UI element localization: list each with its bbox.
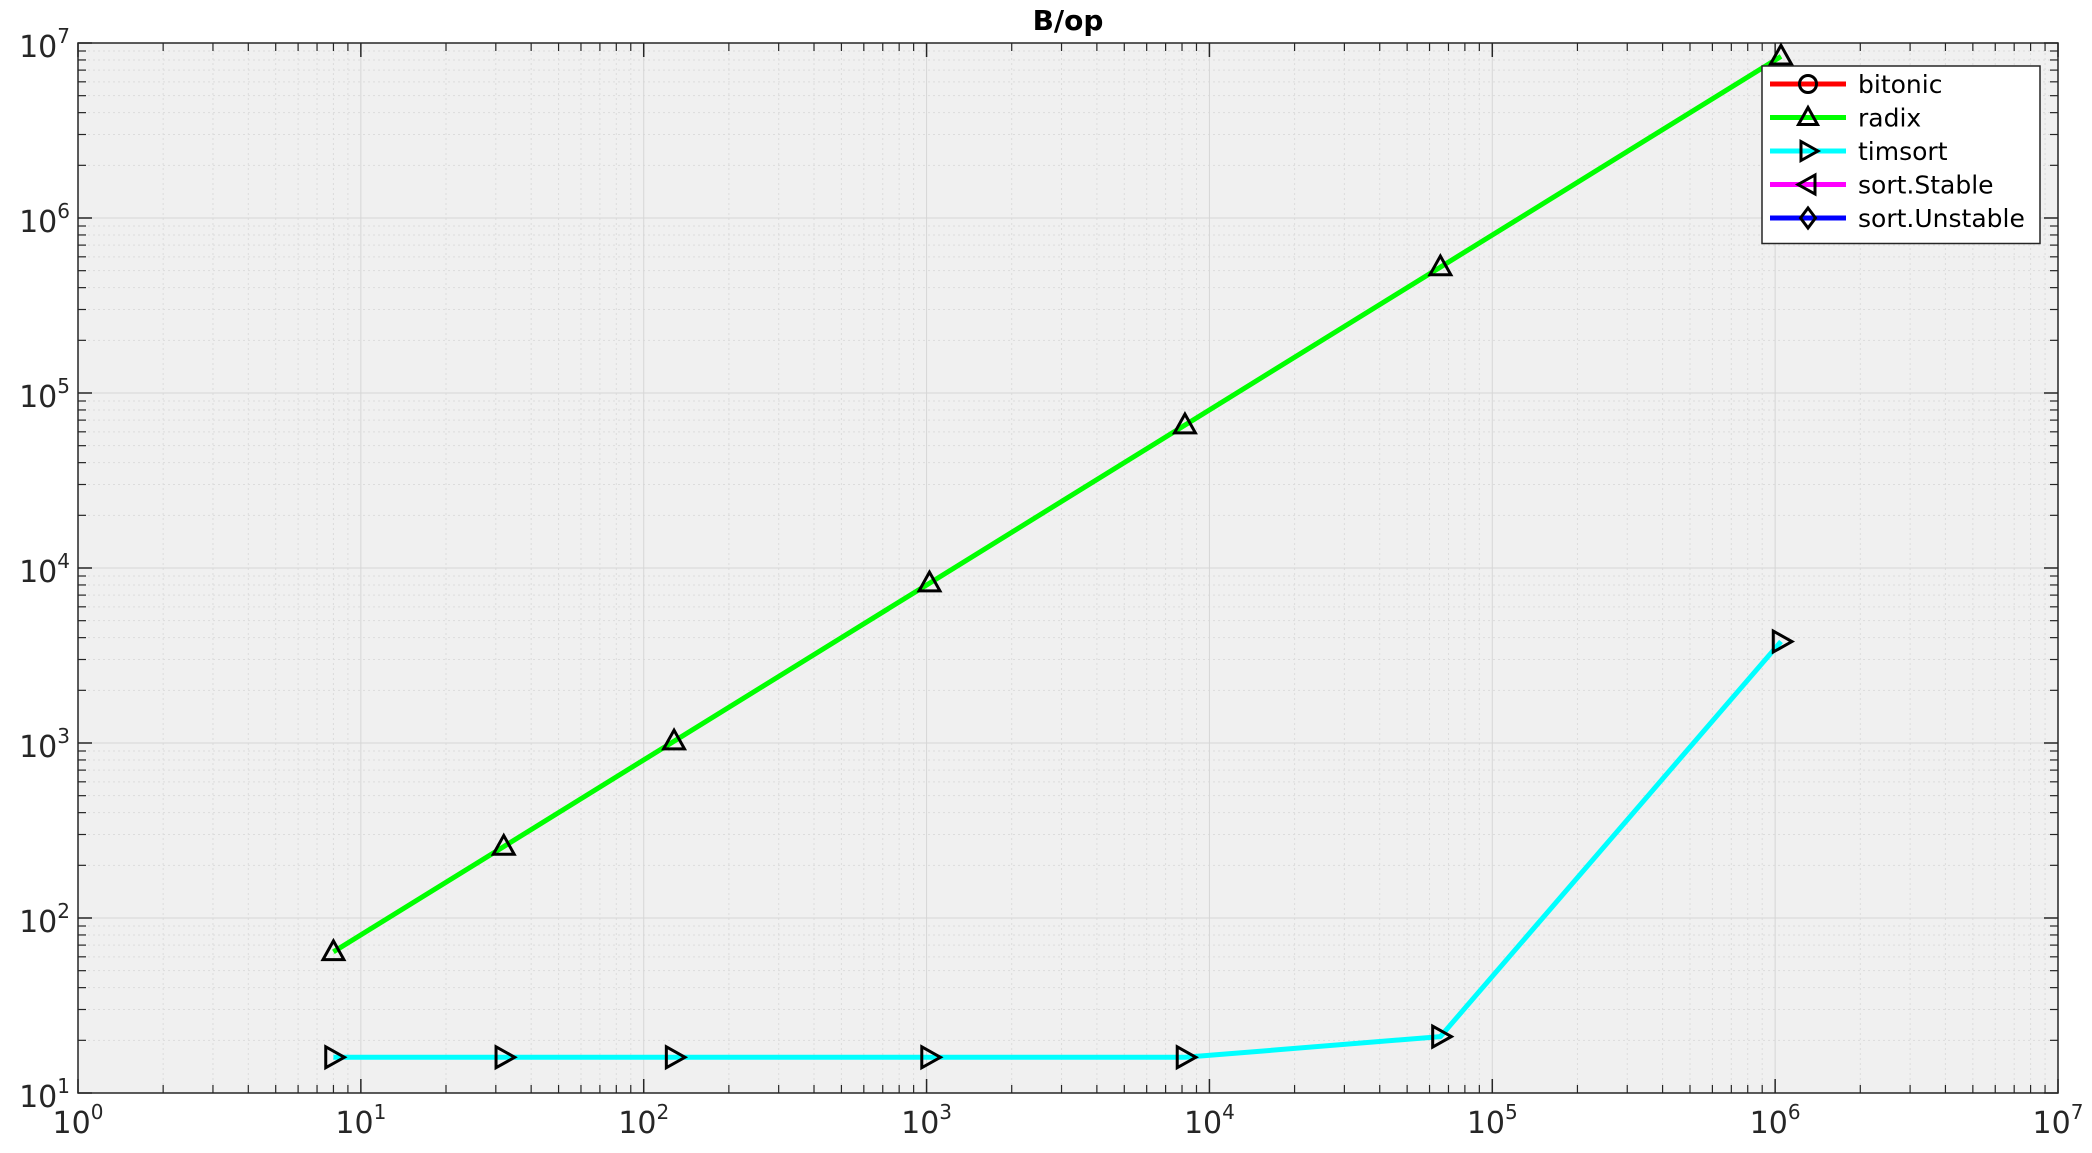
x-tick-exponent: 7 bbox=[2071, 1100, 2084, 1124]
y-tick-base: 10 bbox=[19, 1080, 57, 1115]
series-line bbox=[332, 54, 1783, 955]
data-point-marker bbox=[494, 1044, 518, 1071]
y-tick-exponent: 2 bbox=[57, 899, 70, 923]
y-tick-label: 102 bbox=[19, 899, 70, 940]
series-line bbox=[333, 639, 1783, 1060]
series-group bbox=[320, 42, 1796, 1071]
y-tick-base: 10 bbox=[19, 30, 57, 65]
legend-marker bbox=[1794, 172, 1817, 197]
legend-label: radix bbox=[1858, 104, 1921, 133]
legend-label: sort.Unstable bbox=[1858, 204, 2025, 233]
x-tick-label: 107 bbox=[2033, 1100, 2084, 1141]
y-tick-base: 10 bbox=[19, 730, 57, 765]
x-tick-exponent: 5 bbox=[1505, 1100, 1518, 1124]
legend: bitonic radix timsort sort.Stable sort.Unsta… bbox=[1761, 65, 2041, 245]
legend-item: bitonic bbox=[1770, 70, 1942, 99]
y-tick-label: 101 bbox=[19, 1074, 70, 1115]
data-point-marker bbox=[916, 569, 943, 593]
y-tick-base: 10 bbox=[19, 380, 57, 415]
y-tick-label: 107 bbox=[19, 24, 70, 65]
y-tick-exponent: 3 bbox=[57, 724, 70, 748]
x-tick-exponent: 0 bbox=[91, 1100, 104, 1124]
x-tick-exponent: 6 bbox=[1788, 1100, 1801, 1124]
plot-border bbox=[77, 42, 2059, 1094]
y-tick-exponent: 7 bbox=[57, 24, 70, 48]
x-tick-label: 105 bbox=[1467, 1100, 1518, 1141]
legend-item: sort.Stable bbox=[1770, 171, 1994, 200]
legend-marker bbox=[1798, 205, 1818, 231]
y-tick-base: 10 bbox=[19, 205, 57, 240]
x-tick-label: 106 bbox=[1750, 1100, 1801, 1141]
x-tick-label: 103 bbox=[901, 1100, 952, 1141]
data-point-marker bbox=[661, 727, 688, 751]
x-tick-label: 104 bbox=[1184, 1100, 1235, 1141]
y-tick-exponent: 1 bbox=[57, 1074, 70, 1098]
legend-label: bitonic bbox=[1858, 70, 1942, 99]
x-tick-base: 10 bbox=[335, 1106, 373, 1141]
legend-label: sort.Stable bbox=[1858, 171, 1994, 200]
x-tick-exponent: 2 bbox=[656, 1100, 669, 1124]
legend-marker bbox=[1798, 74, 1818, 94]
data-point-marker bbox=[1431, 1023, 1455, 1050]
x-tick-exponent: 3 bbox=[939, 1100, 952, 1124]
x-tick-label: 101 bbox=[335, 1100, 386, 1141]
y-tick-label: 105 bbox=[19, 374, 70, 415]
data-point-marker bbox=[1171, 411, 1198, 435]
legend-item: sort.Unstable bbox=[1770, 204, 2025, 233]
data-point-marker bbox=[320, 937, 347, 962]
data-point-marker bbox=[664, 1044, 689, 1071]
x-tick-exponent: 1 bbox=[374, 1100, 387, 1124]
x-tick-base: 10 bbox=[1184, 1106, 1222, 1141]
x-tick-base: 10 bbox=[1467, 1106, 1505, 1141]
legend-marker bbox=[1795, 104, 1821, 126]
data-point-marker bbox=[1767, 42, 1794, 66]
y-tick-exponent: 5 bbox=[57, 374, 70, 398]
series-timsort bbox=[324, 628, 1796, 1071]
major-grid bbox=[78, 43, 2058, 1093]
chart-title: B/op bbox=[1033, 4, 1104, 37]
y-tick-label: 104 bbox=[19, 549, 70, 590]
legend-item: radix bbox=[1770, 104, 1921, 133]
y-tick-base: 10 bbox=[19, 555, 57, 590]
x-tick-base: 10 bbox=[618, 1106, 656, 1141]
y-tick-exponent: 4 bbox=[57, 549, 70, 573]
x-tick-base: 10 bbox=[1750, 1106, 1788, 1141]
data-point-marker bbox=[1771, 628, 1796, 655]
data-point-marker bbox=[324, 1044, 348, 1071]
y-tick-exponent: 6 bbox=[57, 199, 70, 223]
data-point-marker bbox=[920, 1044, 944, 1071]
x-tick-label: 100 bbox=[53, 1100, 104, 1141]
legend-label: timsort bbox=[1858, 137, 1948, 166]
data-point-marker bbox=[1175, 1044, 1200, 1071]
data-point-marker bbox=[1427, 253, 1454, 277]
data-point-marker bbox=[490, 832, 517, 856]
y-tick-base: 10 bbox=[19, 905, 57, 940]
x-tick-labels: 100 101 102 103 104 105 106 107 bbox=[53, 1100, 2084, 1141]
x-tick-exponent: 4 bbox=[1222, 1100, 1235, 1124]
x-tick-base: 10 bbox=[2033, 1106, 2071, 1141]
x-tick-base: 10 bbox=[901, 1106, 939, 1141]
y-tick-label: 106 bbox=[19, 199, 70, 240]
series-radix bbox=[320, 42, 1794, 962]
x-tick-base: 10 bbox=[53, 1106, 91, 1141]
y-tick-label: 103 bbox=[19, 724, 70, 765]
legend-item: timsort bbox=[1770, 137, 1948, 166]
x-tick-label: 102 bbox=[618, 1100, 669, 1141]
legend-marker bbox=[1799, 138, 1822, 164]
